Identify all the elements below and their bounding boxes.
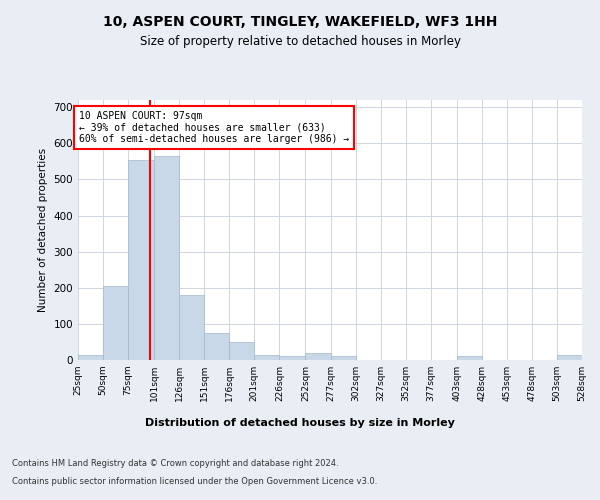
- Bar: [305, 353, 331, 360]
- Bar: [204, 333, 229, 360]
- Text: Distribution of detached houses by size in Morley: Distribution of detached houses by size …: [145, 418, 455, 428]
- Bar: [179, 295, 204, 360]
- Y-axis label: Number of detached properties: Number of detached properties: [38, 148, 48, 312]
- Bar: [254, 354, 280, 360]
- Bar: [280, 356, 305, 360]
- Bar: [128, 160, 154, 360]
- Text: Contains HM Land Registry data © Crown copyright and database right 2024.: Contains HM Land Registry data © Crown c…: [12, 460, 338, 468]
- Text: 10, ASPEN COURT, TINGLEY, WAKEFIELD, WF3 1HH: 10, ASPEN COURT, TINGLEY, WAKEFIELD, WF3…: [103, 16, 497, 30]
- Bar: [103, 286, 128, 360]
- Bar: [457, 356, 482, 360]
- Bar: [557, 354, 582, 360]
- Text: 10 ASPEN COURT: 97sqm
← 39% of detached houses are smaller (633)
60% of semi-det: 10 ASPEN COURT: 97sqm ← 39% of detached …: [79, 111, 349, 144]
- Bar: [229, 342, 254, 360]
- Bar: [154, 156, 179, 360]
- Bar: [78, 354, 103, 360]
- Text: Size of property relative to detached houses in Morley: Size of property relative to detached ho…: [139, 34, 461, 48]
- Bar: [331, 356, 356, 360]
- Text: Contains public sector information licensed under the Open Government Licence v3: Contains public sector information licen…: [12, 476, 377, 486]
